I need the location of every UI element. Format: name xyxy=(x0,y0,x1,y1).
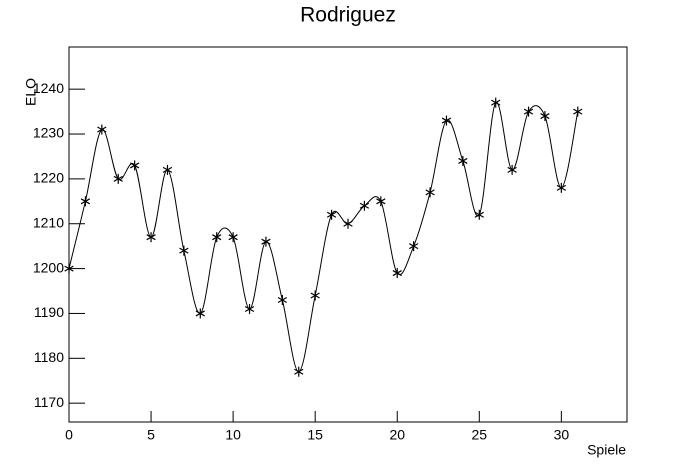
x-tick-label: 15 xyxy=(307,427,323,443)
marker-stroke xyxy=(343,220,353,227)
marker-stroke xyxy=(540,113,550,120)
data-point xyxy=(294,366,304,377)
data-point xyxy=(162,164,173,175)
chart-title: Rodriguez xyxy=(300,4,396,27)
data-point xyxy=(277,294,288,305)
data-point xyxy=(507,164,517,175)
marker-stroke xyxy=(523,108,534,115)
data-point xyxy=(359,200,370,211)
marker-stroke xyxy=(326,211,337,218)
marker-stroke xyxy=(294,368,304,375)
marker-stroke xyxy=(277,296,288,304)
data-point xyxy=(129,160,140,171)
data-point xyxy=(573,106,583,117)
marker-stroke xyxy=(573,108,583,115)
data-point xyxy=(146,232,156,243)
y-tick-label: 1230 xyxy=(33,125,64,141)
x-tick-label: 10 xyxy=(225,427,241,443)
data-point xyxy=(113,173,123,184)
data-point xyxy=(80,196,91,207)
data-point xyxy=(441,115,452,126)
marker-stroke xyxy=(64,265,74,272)
x-tick-label: 5 xyxy=(147,427,155,443)
data-point xyxy=(261,236,271,247)
y-tick-label: 1240 xyxy=(33,80,64,96)
marker-stroke xyxy=(392,270,402,277)
data-point xyxy=(310,290,320,301)
data-point xyxy=(228,232,238,243)
y-tick-label: 1200 xyxy=(33,259,64,275)
marker-stroke xyxy=(228,234,238,241)
y-axis-label: ELO xyxy=(23,78,39,106)
data-point xyxy=(491,97,501,108)
marker-stroke xyxy=(408,243,419,250)
marker-stroke xyxy=(162,166,173,173)
x-tick-label: 25 xyxy=(472,427,488,443)
marker-stroke xyxy=(113,175,123,182)
marker-stroke xyxy=(146,234,156,241)
data-point xyxy=(343,218,353,229)
data-point xyxy=(64,263,74,274)
data-point xyxy=(212,232,222,243)
data-point xyxy=(556,182,567,193)
marker-stroke xyxy=(310,292,320,299)
data-point xyxy=(523,106,534,117)
marker-stroke xyxy=(80,198,91,205)
marker-stroke xyxy=(491,99,501,106)
data-point xyxy=(425,187,435,198)
marker-stroke xyxy=(212,234,222,241)
marker-stroke xyxy=(244,305,255,312)
marker-stroke xyxy=(195,310,205,317)
marker-stroke xyxy=(97,126,107,133)
x-axis-label: Spiele xyxy=(587,442,626,458)
marker-stroke xyxy=(441,117,452,124)
data-point xyxy=(97,124,107,135)
data-point xyxy=(458,155,468,166)
marker-stroke xyxy=(425,189,435,196)
marker-stroke xyxy=(179,247,189,254)
data-point xyxy=(392,268,402,279)
y-tick-label: 1170 xyxy=(34,394,64,410)
data-point xyxy=(540,111,550,122)
marker-stroke xyxy=(458,157,468,164)
y-tick-label: 1210 xyxy=(33,214,64,230)
marker-stroke xyxy=(507,166,517,173)
marker-stroke xyxy=(474,211,484,218)
data-point xyxy=(376,196,386,207)
data-point xyxy=(326,209,337,220)
data-point xyxy=(474,209,484,220)
data-point xyxy=(408,241,419,252)
marker-stroke xyxy=(129,162,140,169)
y-tick-label: 1220 xyxy=(33,170,64,186)
x-tick-label: 20 xyxy=(389,427,405,443)
marker-stroke xyxy=(261,238,271,245)
x-tick-label: 0 xyxy=(65,427,73,443)
marker-stroke xyxy=(359,202,370,209)
y-tick-label: 1180 xyxy=(34,349,64,365)
data-point xyxy=(195,308,205,319)
data-point xyxy=(179,245,189,256)
x-tick-label: 30 xyxy=(554,427,570,443)
data-point xyxy=(244,303,255,314)
marker-stroke xyxy=(376,198,386,205)
marker-stroke xyxy=(556,184,567,191)
y-tick-label: 1190 xyxy=(34,304,64,320)
plot-frame xyxy=(68,46,628,423)
